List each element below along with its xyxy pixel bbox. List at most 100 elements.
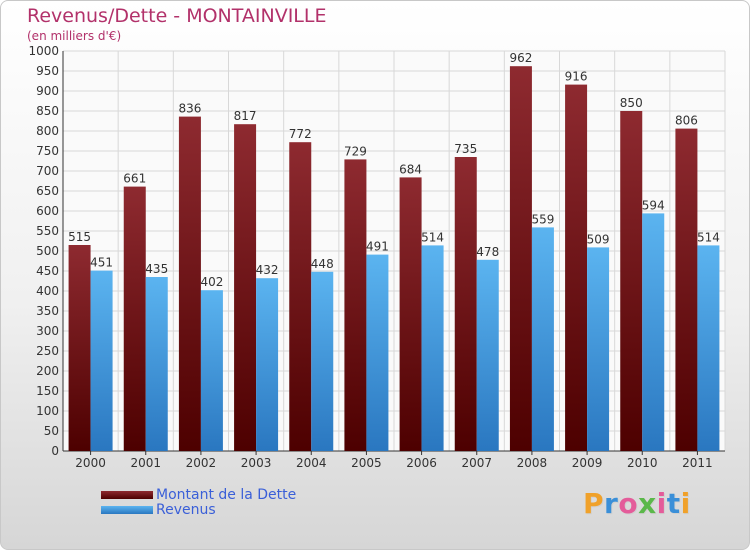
data-label-revenus: 509	[587, 232, 610, 246]
data-label-dette: 684	[399, 162, 422, 176]
bar-revenus	[256, 278, 279, 451]
data-label-dette: 836	[178, 102, 201, 116]
legend-label-revenus: Revenus	[156, 501, 216, 518]
y-tick-label: 650	[36, 184, 59, 198]
data-label-revenus: 402	[200, 275, 223, 289]
y-tick-label: 550	[36, 224, 59, 238]
y-tick-label: 900	[36, 84, 59, 98]
y-tick-label: 300	[36, 324, 59, 338]
bar-dette	[123, 186, 146, 451]
x-tick-label: 2008	[517, 456, 548, 470]
logo-letter: o	[618, 487, 639, 520]
y-tick-label: 850	[36, 104, 59, 118]
proxiti-logo: Proxiti	[583, 487, 691, 520]
bar-dette	[178, 116, 201, 451]
logo-letter: i	[680, 487, 691, 520]
bar-dette	[565, 84, 588, 451]
bar-revenus	[587, 247, 610, 451]
data-label-dette: 729	[344, 144, 367, 158]
bar-revenus	[531, 227, 554, 451]
y-tick-label: 450	[36, 264, 59, 278]
x-tick-label: 2007	[461, 456, 492, 470]
bar-dette	[399, 177, 422, 451]
data-label-revenus: 594	[642, 198, 665, 212]
bar-dette	[344, 159, 367, 451]
chart-title: Revenus/Dette - MONTAINVILLE	[27, 5, 327, 27]
y-tick-label: 100	[36, 404, 59, 418]
x-tick-label: 2009	[572, 456, 603, 470]
data-label-revenus: 451	[90, 256, 113, 270]
bar-dette	[289, 142, 312, 451]
bar-dette	[454, 157, 477, 451]
bar-revenus	[697, 245, 720, 451]
data-label-revenus: 514	[421, 230, 444, 244]
bar-revenus	[476, 259, 499, 451]
logo-letter: t	[666, 487, 681, 520]
x-tick-label: 2000	[75, 456, 106, 470]
data-label-dette: 962	[509, 51, 532, 65]
data-label-dette: 772	[289, 127, 312, 141]
data-label-revenus: 432	[256, 263, 279, 277]
bar-revenus	[311, 271, 334, 451]
x-tick-label: 2004	[296, 456, 327, 470]
legend-swatch-dette	[101, 490, 153, 499]
chart-subtitle: (en milliers d'€)	[27, 29, 122, 43]
y-tick-label: 250	[36, 344, 59, 358]
bar-revenus	[421, 245, 444, 451]
bar-dette	[620, 111, 643, 451]
logo-letter: r	[604, 487, 619, 520]
data-label-revenus: 514	[697, 230, 720, 244]
data-label-revenus: 435	[145, 262, 168, 276]
x-tick-label: 2002	[186, 456, 217, 470]
x-tick-label: 2001	[130, 456, 161, 470]
legend-item-dette: Montant de la Dette	[101, 486, 297, 503]
bar-revenus	[90, 270, 113, 451]
legend-item-revenus: Revenus	[101, 501, 296, 518]
y-tick-label: 750	[36, 144, 59, 158]
data-label-dette: 515	[68, 230, 91, 244]
data-label-revenus: 448	[311, 257, 334, 271]
logo-letter: x	[638, 487, 657, 520]
logo-letter: P	[583, 487, 605, 520]
bar-revenus	[200, 290, 223, 451]
bar-dette	[68, 245, 91, 451]
y-tick-label: 50	[44, 424, 59, 438]
bar-dette	[234, 124, 257, 451]
logo-letter: i	[656, 487, 667, 520]
chart-legend: Montant de la Dette Revenus	[101, 486, 297, 518]
y-tick-label: 500	[36, 244, 59, 258]
y-tick-label: 950	[36, 64, 59, 78]
bar-revenus	[366, 254, 389, 451]
y-tick-label: 150	[36, 384, 59, 398]
y-tick-label: 600	[36, 204, 59, 218]
bar-revenus	[145, 277, 168, 451]
y-tick-label: 800	[36, 124, 59, 138]
data-label-revenus: 491	[366, 240, 389, 254]
y-tick-label: 400	[36, 284, 59, 298]
data-label-dette: 817	[234, 109, 257, 123]
x-tick-label: 2010	[627, 456, 658, 470]
x-tick-label: 2003	[241, 456, 272, 470]
data-label-dette: 661	[123, 172, 146, 186]
x-tick-label: 2011	[682, 456, 713, 470]
y-tick-label: 1000	[28, 44, 59, 58]
data-label-revenus: 559	[531, 212, 554, 226]
y-tick-label: 0	[51, 444, 59, 458]
y-tick-label: 200	[36, 364, 59, 378]
legend-swatch-revenus	[101, 505, 153, 514]
data-label-dette: 850	[620, 96, 643, 110]
y-tick-label: 700	[36, 164, 59, 178]
data-label-dette: 735	[454, 142, 477, 156]
bar-revenus	[642, 213, 665, 451]
data-label-dette: 916	[565, 70, 588, 84]
y-tick-label: 350	[36, 304, 59, 318]
x-tick-label: 2006	[406, 456, 437, 470]
data-label-dette: 806	[675, 114, 698, 128]
data-label-revenus: 478	[476, 245, 499, 259]
bar-dette	[675, 128, 698, 451]
x-tick-label: 2005	[351, 456, 382, 470]
bar-dette	[509, 66, 532, 451]
legend-label-dette: Montant de la Dette	[156, 486, 297, 503]
